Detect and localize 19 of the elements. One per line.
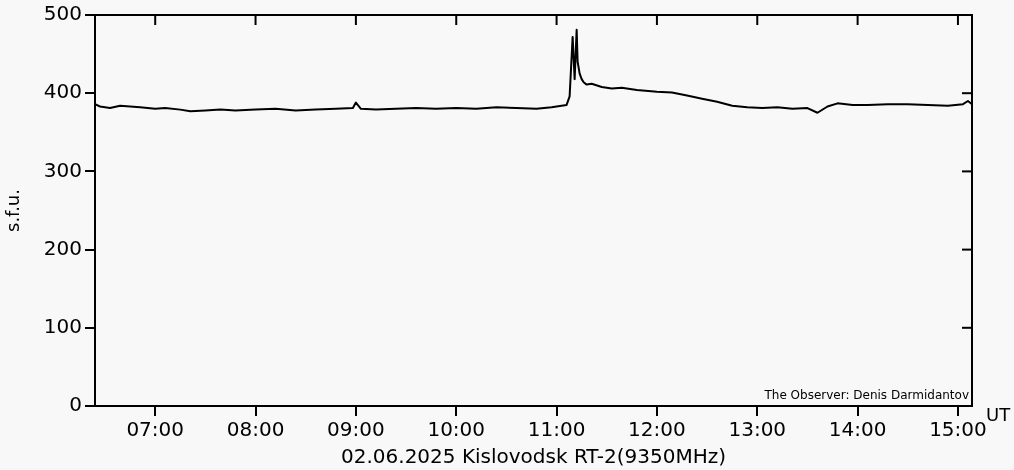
- x-tick-label: 15:00: [929, 417, 987, 442]
- x-tick-label: 13:00: [728, 417, 787, 442]
- y-tick-label: 500: [43, 1, 82, 26]
- x-tick-label: 12:00: [628, 417, 686, 442]
- y-tick-label: 200: [43, 235, 82, 260]
- text: UT: [986, 403, 1012, 425]
- x-tick-label: 07:00: [126, 417, 185, 442]
- x-tick-label: 14:00: [828, 417, 887, 442]
- x-tick-label: 11:00: [527, 417, 586, 442]
- y-tick-label: 400: [43, 79, 82, 104]
- y-tick-label: 300: [43, 157, 82, 182]
- y-axis-title: s.f.u.: [2, 189, 24, 232]
- x-tick-label: 08:00: [226, 417, 285, 442]
- x-tick-label: 09:00: [327, 417, 385, 442]
- annotation: The Observer: Denis Darmidantov: [763, 388, 969, 403]
- y-tick-label: 100: [43, 314, 82, 338]
- y-tick-label: 0: [69, 392, 82, 417]
- x-axis-title: 02.06.2025 Kislovodsk RT-2(9350MHz): [341, 444, 726, 469]
- x-tick-label: 10:00: [427, 417, 486, 442]
